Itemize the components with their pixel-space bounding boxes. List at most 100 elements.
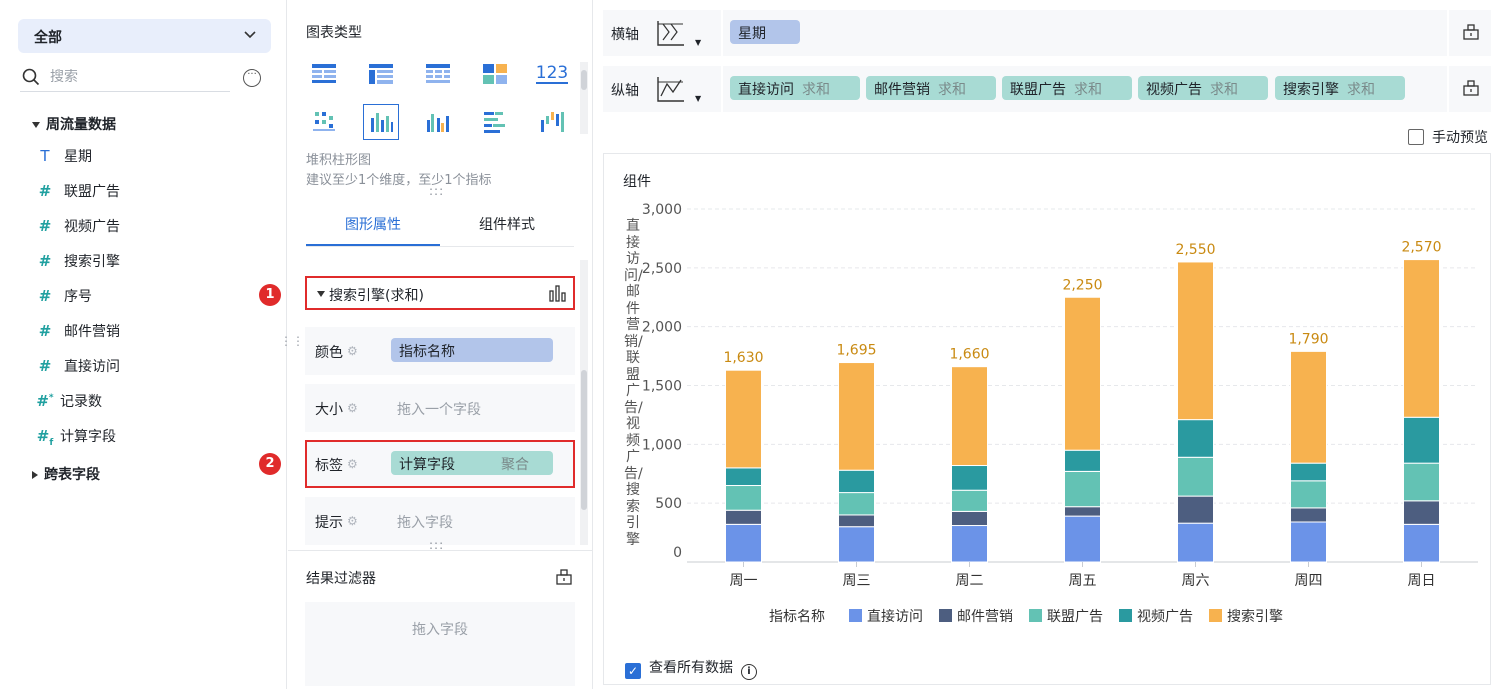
bar-segment <box>1403 259 1440 418</box>
manual-preview-checkbox[interactable] <box>1408 129 1424 145</box>
field-item[interactable]: #* 记录数 <box>36 391 102 415</box>
gear-icon[interactable]: ⚙ <box>347 457 358 471</box>
y-axis-field-pill[interactable]: 搜索引擎 求和 <box>1275 76 1405 100</box>
attr-color-row: 颜色 ⚙ 指标名称 <box>305 327 575 375</box>
grouped-bar-chart-icon[interactable] <box>420 104 456 140</box>
y-tick-label: 1,500 <box>642 379 682 395</box>
legend-item: 联盟广告 <box>1047 609 1103 625</box>
field-item[interactable]: T 星期 <box>36 146 92 170</box>
gear-icon[interactable]: ⚙ <box>347 514 358 528</box>
y-axis-field-pill[interactable]: 邮件营销 求和 <box>866 76 996 100</box>
field-item[interactable]: # 邮件营销 <box>36 321 120 345</box>
x-tick-label: 周五 <box>1069 573 1097 589</box>
bar-segment <box>1064 470 1101 508</box>
config-panel: 图表类型 123 <box>259 0 593 689</box>
y-tick-label: 0 <box>673 545 682 561</box>
bar-segment <box>725 467 762 487</box>
y-field-name: 邮件营销 <box>874 82 930 98</box>
tooltip-drop-zone[interactable]: 拖入字段 <box>397 515 453 531</box>
checked-checkbox-icon[interactable]: ✓ <box>625 663 641 679</box>
calculated-field-icon: #f <box>36 427 54 448</box>
bar-segment <box>838 469 875 494</box>
horizontal-bar-chart-icon[interactable] <box>477 104 513 140</box>
result-filter-drop-zone[interactable]: 拖入字段 <box>305 602 575 686</box>
divider <box>1447 10 1449 56</box>
field-item[interactable]: # 联盟广告 <box>36 181 120 205</box>
data-label: 1,660 <box>949 347 989 363</box>
bar-segment <box>1403 500 1440 525</box>
chart-type-grid: 123 <box>306 56 576 140</box>
detail-table-icon[interactable] <box>420 56 456 92</box>
properties-scrollbar[interactable] <box>580 260 588 545</box>
x-tick-label: 周四 <box>1295 573 1323 589</box>
size-drop-zone[interactable]: 拖入一个字段 <box>397 402 481 418</box>
kpi-grid-icon[interactable] <box>477 56 513 92</box>
scope-select[interactable]: 全部 <box>18 19 271 53</box>
table-group-cross[interactable]: 跨表字段 <box>32 464 100 484</box>
bar-segment <box>1177 456 1214 497</box>
y-tick-label: 500 <box>655 496 682 512</box>
color-field-pill[interactable]: 指标名称 <box>391 338 553 362</box>
scope-select-value: 全部 <box>34 30 62 46</box>
label-field-pill[interactable]: 计算字段 聚合 <box>391 451 553 475</box>
info-icon[interactable]: i <box>741 664 757 680</box>
y-axis-row: 纵轴 ▼ 直接访问 求和 邮件营销 求和 联盟广告 求和 视频广告 求和 搜索引擎 求和 <box>603 66 1491 112</box>
section-resize-handle[interactable]: ::: <box>429 538 445 552</box>
search-input[interactable] <box>50 69 220 85</box>
x-axis-field-pill[interactable]: 星期 <box>730 20 800 44</box>
attr-tooltip-label: 提示 <box>315 515 343 531</box>
y-field-agg: 求和 <box>1074 82 1102 98</box>
divider <box>721 66 723 112</box>
field-item[interactable]: # 搜索引擎 <box>36 251 120 275</box>
x-axis-dropdown-icon[interactable]: ▼ <box>695 38 702 47</box>
legend-item: 搜索引擎 <box>1227 608 1283 625</box>
gear-icon[interactable]: ⚙ <box>347 401 358 415</box>
x-axis-icon[interactable] <box>655 18 687 48</box>
legend-swatch <box>1209 609 1222 622</box>
bar-segment <box>1290 480 1327 509</box>
y-axis-field-pill[interactable]: 直接访问 求和 <box>730 76 860 100</box>
divider <box>1447 66 1449 112</box>
x-tick-label: 周一 <box>730 573 758 589</box>
y-axis-field-pill[interactable]: 视频广告 求和 <box>1138 76 1268 100</box>
text-field-icon: T <box>40 147 50 165</box>
table-group-weekly-traffic[interactable]: 周流量数据 <box>32 114 116 134</box>
y-axis-field-pill[interactable]: 联盟广告 求和 <box>1002 76 1132 100</box>
tab-graph-properties[interactable]: 图形属性 <box>345 217 401 233</box>
bar-segment <box>838 362 875 471</box>
waterfall-chart-icon[interactable] <box>534 104 570 140</box>
number-card-icon[interactable]: 123 <box>535 63 569 84</box>
field-item[interactable]: # 序号 <box>36 286 92 310</box>
tab-component-style[interactable]: 组件样式 <box>479 217 535 233</box>
field-item[interactable]: # 直接访问 <box>36 356 120 380</box>
bar-chart-icon[interactable] <box>549 285 567 302</box>
manual-preview-toggle[interactable]: 手动预览 <box>1408 127 1488 147</box>
cross-table-icon[interactable] <box>363 56 399 92</box>
table-chart-icon[interactable] <box>306 56 342 92</box>
scatter-chart-icon[interactable] <box>306 104 342 140</box>
more-options-icon[interactable]: ··· <box>243 69 261 87</box>
field-item[interactable]: #f 计算字段 <box>36 426 116 450</box>
series-header-search-engine[interactable]: 搜索引擎(求和) <box>305 276 575 310</box>
y-field-agg: 求和 <box>1347 82 1375 98</box>
see-all-data-toggle[interactable]: ✓ 查看所有数据 i <box>625 657 757 680</box>
bar-segment <box>1290 521 1327 563</box>
y-axis-dropdown-icon[interactable]: ▼ <box>695 94 702 103</box>
field-item[interactable]: # 视频广告 <box>36 216 120 240</box>
bar-segment <box>951 525 988 563</box>
section-resize-handle[interactable]: ::: <box>429 184 445 198</box>
legend-swatch <box>849 609 862 622</box>
field-label: 直接访问 <box>64 359 120 375</box>
stacked-bar-chart-icon[interactable] <box>363 104 399 140</box>
x-axis-row: 横轴 ▼ 星期 <box>603 10 1491 56</box>
callout-badge-1: 1 <box>259 284 281 306</box>
gear-icon[interactable]: ⚙ <box>347 344 358 358</box>
filter-settings-icon[interactable] <box>556 569 572 585</box>
number-field-icon: # <box>38 182 52 200</box>
x-axis-settings-icon[interactable] <box>1463 24 1479 40</box>
y-axis-icon[interactable] <box>655 74 687 104</box>
chart-type-scrollbar[interactable] <box>580 62 588 134</box>
y-axis-settings-icon[interactable] <box>1463 80 1479 96</box>
attr-label-row: 标签 ⚙ 计算字段 聚合 <box>305 440 575 488</box>
bar-segment <box>725 369 762 469</box>
